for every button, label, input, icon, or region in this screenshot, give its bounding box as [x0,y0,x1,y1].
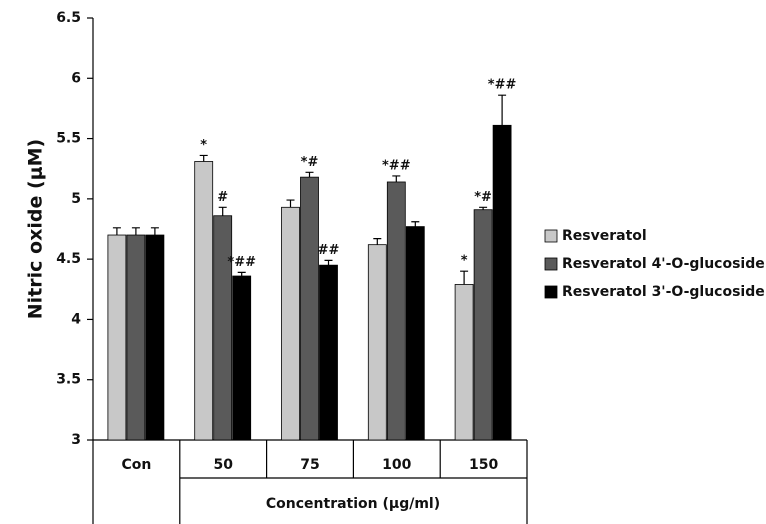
legend-swatch [544,285,558,299]
legend-label: Resveratol [562,228,647,244]
significance-label: *## [227,255,256,270]
error-bar [150,227,159,236]
significance-label: # [217,190,228,205]
bar [213,215,233,441]
bar [107,234,127,441]
x-tick-label: 50 [213,457,233,473]
error-bar [460,270,469,285]
y-axis-label: Nitric oxide (μM) [25,139,47,319]
bar [367,244,387,441]
legend-swatch [544,229,558,243]
bar [126,234,146,441]
bar [473,209,493,441]
significance-label: *# [301,155,319,170]
x-tick-label: 100 [382,457,411,473]
x-tick-label: Con [121,457,151,473]
x-tick-label: 150 [469,457,498,473]
y-tick-label: 3.5 [56,372,81,388]
error-bar [237,271,246,277]
significance-label: *# [474,190,492,205]
y-tick-label: 4 [71,311,81,327]
error-bar [286,199,295,208]
error-bar [498,94,507,126]
error-bar [305,171,314,178]
bar [405,226,425,441]
error-bar [411,221,420,227]
bar [300,176,319,441]
error-bar [324,259,333,266]
legend-label: Resveratol 4'-O-glucoside [562,256,765,272]
x-axis-label: Concentration (μg/ml) [266,496,440,512]
significance-label: ## [318,243,340,258]
significance-label: * [461,254,468,269]
y-tick-label: 5 [71,191,81,207]
x-tick-label: 75 [300,457,319,473]
bar [281,206,300,441]
bar [145,234,165,441]
legend-swatch [544,257,558,271]
bar [319,264,338,441]
error-bar [131,227,140,236]
bar [386,181,406,441]
bar [194,161,214,441]
error-bar [199,154,208,162]
y-tick-label: 6.5 [56,10,81,26]
error-bar [373,238,382,245]
error-bar [392,175,401,182]
error-bar [112,227,121,236]
bar [492,124,512,441]
y-tick-label: 6 [71,70,81,86]
significance-label: *## [488,78,517,93]
bar [232,275,252,441]
significance-label: * [200,138,207,153]
y-tick-label: 4.5 [56,251,81,267]
significance-label: *## [382,158,411,173]
legend-label: Resveratol 3'-O-glucoside [562,284,765,300]
bar [454,284,474,441]
y-tick-label: 3 [71,432,81,448]
error-bar [479,206,488,210]
y-tick-label: 5.5 [56,131,81,147]
error-bar [218,206,227,216]
